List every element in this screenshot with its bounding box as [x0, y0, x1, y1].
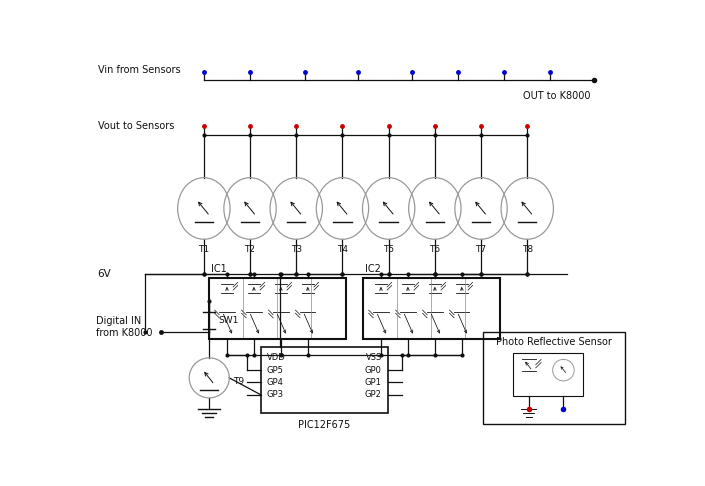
- Text: T7: T7: [475, 245, 486, 255]
- Text: Vout to Sensors: Vout to Sensors: [97, 121, 174, 131]
- Text: IC2: IC2: [364, 264, 381, 274]
- Bar: [209, 278, 346, 339]
- Text: OUT to K8000: OUT to K8000: [523, 91, 590, 101]
- Bar: [261, 347, 388, 413]
- Text: VSS: VSS: [365, 353, 381, 363]
- Text: GP3: GP3: [267, 390, 284, 399]
- Text: GP2: GP2: [365, 390, 381, 399]
- Text: Photo Reflective Sensor: Photo Reflective Sensor: [496, 337, 612, 347]
- Text: GP0: GP0: [365, 365, 381, 375]
- Text: GP1: GP1: [365, 378, 381, 387]
- Text: T2: T2: [245, 245, 255, 255]
- Bar: [363, 278, 501, 339]
- Text: T6: T6: [429, 245, 441, 255]
- Text: Vin from Sensors: Vin from Sensors: [97, 65, 180, 75]
- Text: Digital IN
from K8000: Digital IN from K8000: [96, 316, 152, 338]
- Text: T9: T9: [233, 377, 244, 386]
- Text: T1: T1: [198, 245, 209, 255]
- Text: GP5: GP5: [267, 365, 284, 375]
- Text: T8: T8: [522, 245, 533, 255]
- Text: GP4: GP4: [267, 378, 284, 387]
- Text: IC1: IC1: [211, 264, 226, 274]
- Text: T3: T3: [290, 245, 302, 255]
- Text: PIC12F675: PIC12F675: [298, 420, 350, 430]
- Text: SW1: SW1: [219, 316, 239, 326]
- Text: T5: T5: [383, 245, 394, 255]
- Text: VDD: VDD: [267, 353, 286, 363]
- Text: T4: T4: [337, 245, 348, 255]
- Bar: [513, 353, 583, 396]
- Bar: [483, 331, 625, 424]
- Text: 6V: 6V: [97, 269, 111, 279]
